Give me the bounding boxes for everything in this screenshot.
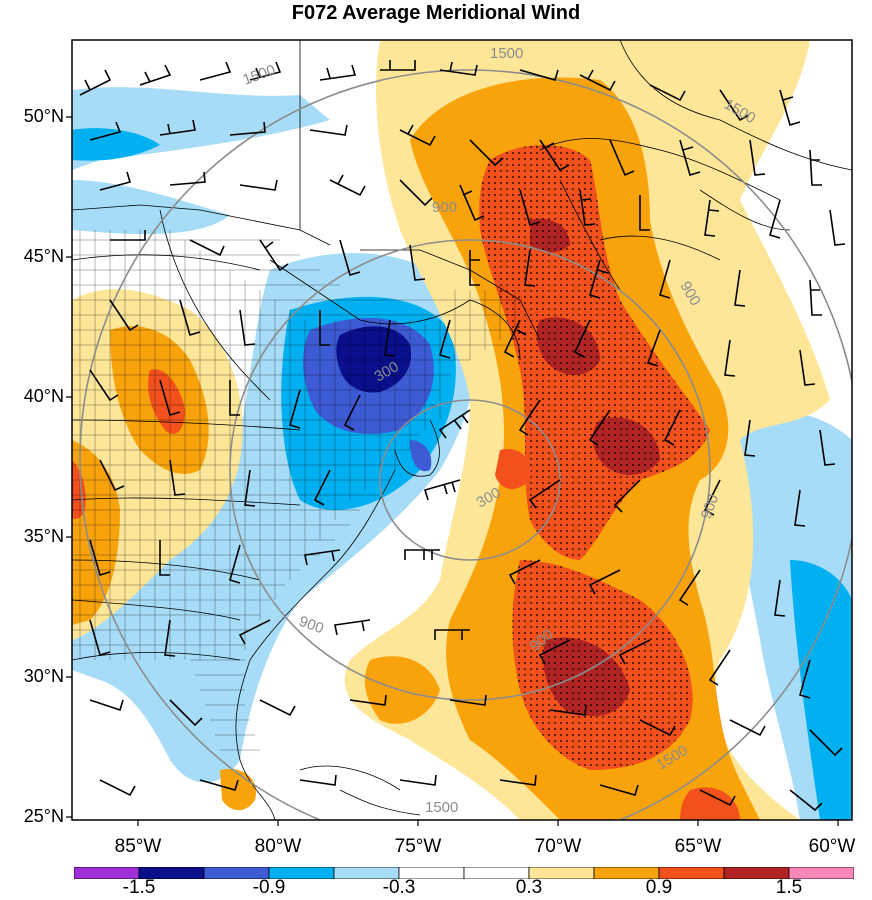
colorbar-swatch — [788, 867, 854, 879]
lat-label: 25°N — [23, 806, 64, 826]
colorbar-label: -0.3 — [382, 877, 416, 898]
colorbar-label: 0.3 — [515, 877, 543, 898]
colorbar — [74, 867, 854, 879]
lon-label: 70°W — [534, 836, 582, 857]
wind-barbs — [79, 60, 846, 812]
contour-label: 1500 — [425, 799, 458, 816]
lat-label: 35°N — [23, 526, 64, 546]
colorbar-label: 1.5 — [775, 877, 803, 898]
lon-label: 60°W — [808, 836, 856, 857]
colorbar-label: -1.5 — [122, 877, 156, 898]
lon-label: 65°W — [674, 836, 722, 857]
chart-title: F072 Average Meridional Wind — [291, 2, 581, 24]
colorbar-label: 0.9 — [645, 877, 673, 898]
lat-label: 40°N — [23, 386, 64, 406]
lon-label: 80°W — [254, 836, 302, 857]
contour-label: 900 — [432, 199, 457, 216]
axis-ticks — [66, 116, 839, 826]
lat-label: 30°N — [23, 666, 64, 686]
contour-label: 1500 — [490, 45, 523, 62]
positive-wind-field — [72, 40, 830, 820]
lat-label: 45°N — [23, 246, 64, 266]
map-frame — [71, 39, 853, 821]
political-boundaries — [72, 40, 852, 820]
lon-label: 75°W — [394, 836, 442, 857]
lon-label: 85°W — [114, 836, 162, 857]
contour-label-group: 1500 1500 1500 1500 1500 900 900 900 900… — [241, 45, 759, 816]
lat-label: 50°N — [23, 106, 64, 126]
colorbar-label: -0.9 — [252, 877, 286, 898]
